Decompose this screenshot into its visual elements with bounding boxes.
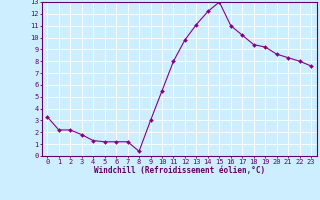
X-axis label: Windchill (Refroidissement éolien,°C): Windchill (Refroidissement éolien,°C) [94, 166, 265, 175]
